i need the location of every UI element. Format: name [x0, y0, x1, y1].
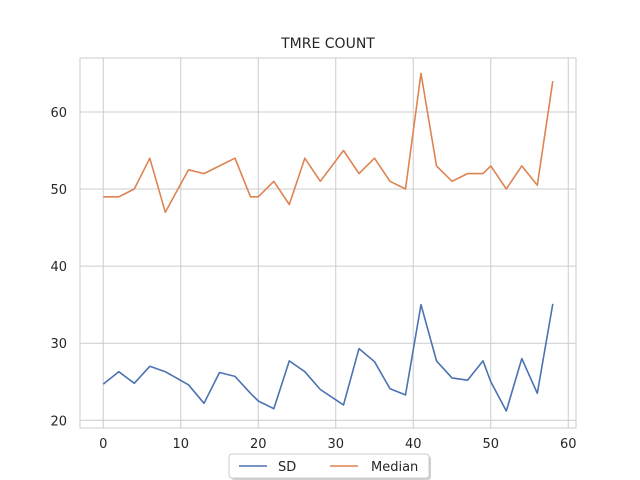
x-tick-label: 60 — [560, 437, 577, 452]
x-tick-label: 50 — [482, 437, 499, 452]
y-tick-label: 60 — [50, 106, 67, 121]
chart-title: TMRE COUNT — [280, 36, 375, 52]
x-tick-label: 40 — [405, 437, 422, 452]
y-tick-label: 20 — [50, 414, 67, 429]
x-axis: 0 10 20 30 40 50 60 — [99, 437, 576, 452]
y-tick-label: 40 — [50, 260, 67, 275]
series-lines — [102, 72, 554, 412]
series-line-sd — [102, 303, 554, 412]
legend: SD Median — [228, 453, 431, 480]
x-tick-label: 30 — [327, 437, 344, 452]
y-tick-label: 30 — [50, 337, 67, 352]
x-tick-label: 10 — [172, 437, 189, 452]
y-axis: 20 30 40 50 60 — [50, 106, 67, 429]
legend-box — [228, 453, 430, 479]
grid — [80, 58, 576, 428]
x-tick-label: 20 — [250, 437, 267, 452]
plot-frame — [79, 57, 577, 429]
y-tick-label: 50 — [50, 183, 67, 198]
x-tick-label: 0 — [99, 437, 107, 452]
series-line-median — [103, 72, 554, 213]
legend-label-median: Median — [371, 460, 418, 475]
legend-label-sd: SD — [278, 460, 296, 475]
